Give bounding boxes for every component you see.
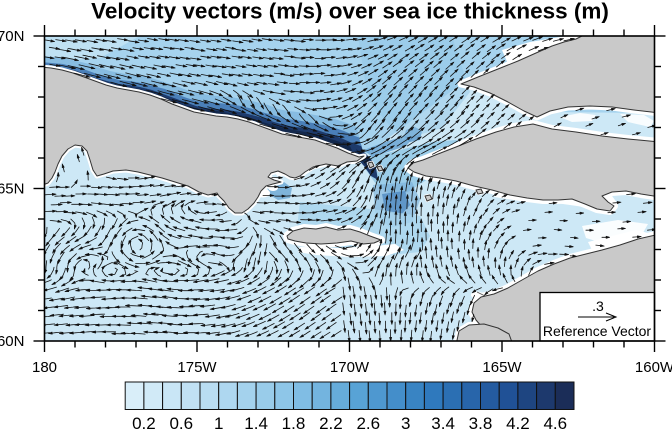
svg-text:4.6: 4.6 bbox=[543, 414, 567, 429]
svg-text:165W: 165W bbox=[482, 359, 522, 376]
svg-text:Reference Vector: Reference Vector bbox=[543, 323, 652, 339]
svg-text:60N: 60N bbox=[0, 333, 25, 350]
svg-text:180: 180 bbox=[32, 359, 57, 376]
svg-text:3.8: 3.8 bbox=[469, 414, 493, 429]
svg-text:1: 1 bbox=[214, 414, 223, 429]
svg-text:175W: 175W bbox=[177, 359, 217, 376]
svg-text:2.2: 2.2 bbox=[319, 414, 343, 429]
svg-text:3.4: 3.4 bbox=[431, 414, 455, 429]
svg-text:Velocity vectors (m/s) over se: Velocity vectors (m/s) over sea ice thic… bbox=[91, 0, 609, 24]
svg-text:1.4: 1.4 bbox=[244, 414, 268, 429]
svg-text:65N: 65N bbox=[0, 181, 25, 198]
svg-text:.3: .3 bbox=[592, 298, 604, 314]
svg-text:170W: 170W bbox=[330, 359, 370, 376]
svg-text:0.2: 0.2 bbox=[132, 414, 156, 429]
svg-text:2.6: 2.6 bbox=[356, 414, 380, 429]
svg-text:0.6: 0.6 bbox=[169, 414, 193, 429]
svg-text:70N: 70N bbox=[0, 28, 25, 45]
svg-text:1.8: 1.8 bbox=[282, 414, 306, 429]
svg-text:4.2: 4.2 bbox=[506, 414, 530, 429]
svg-text:3: 3 bbox=[401, 414, 410, 429]
svg-text:160W: 160W bbox=[635, 359, 672, 376]
